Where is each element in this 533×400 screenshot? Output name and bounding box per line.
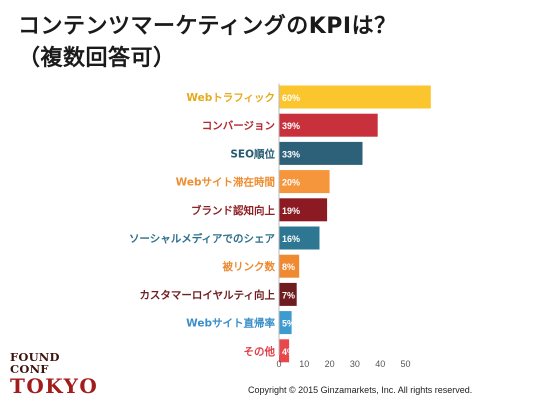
chart-subtitle: （複数回答可） [18,46,176,71]
x-tick-label: 20 [325,359,335,369]
category-label: ブランド認知向上 [191,204,275,217]
bar-value-label: 5% [282,319,295,329]
category-label: Webサイト直帰率 [186,317,275,330]
category-label: ソーシャルメディアでのシェア [129,232,276,245]
bar-value-label: 7% [282,290,295,300]
bar-value-label: 19% [282,206,300,216]
bar-value-label: 39% [282,121,300,131]
category-label: Webトラフィック [186,92,275,104]
copyright-text: Copyright © 2015 Ginzamarkets, Inc. All … [248,385,473,395]
logo-line-1: FOUND CONF [10,350,60,376]
bar-4 [279,170,330,194]
chart-title: コンテンツマーケティングのKPIは？ [18,14,397,39]
bar-6 [279,226,320,250]
bar-value-label: 4% [282,347,295,357]
category-label: コンバージョン [202,120,275,132]
bars-layer: 60% 39% 33% 20% 19% 16% 8% 7% 5% 4% [279,85,431,363]
x-tick-label: 10 [299,359,309,369]
bar-value-label: 8% [282,262,295,272]
bar-2 [279,113,378,137]
category-label: カスタマーロイヤルティ向上 [139,288,275,301]
x-tick-label: 0 [276,359,281,369]
category-label: 被リンク数 [223,260,276,273]
bar-value-label: 60% [282,93,300,103]
bar-8 [279,282,297,306]
bar-3 [279,141,363,165]
bar-5 [279,198,328,222]
bar-value-label: 20% [282,178,300,188]
bar-9 [279,311,292,335]
bar-value-label: 16% [282,234,300,244]
bar-10 [279,339,290,363]
bar-value-label: 33% [282,149,300,159]
x-tick-label: 30 [350,359,360,369]
x-tick-label: 40 [375,359,385,369]
found-conf-tokyo-logo: FOUND CONF TOKYO [10,350,99,398]
logo-line-2: TOKYO [10,374,99,398]
bar-7 [279,254,300,278]
category-label: Webサイト滞在時間 [176,176,275,189]
x-axis-ticks-layer: 0 10 20 30 40 50 [276,83,411,369]
category-label: SEO順位 [230,147,275,160]
x-tick-label: 50 [400,359,410,369]
category-label: その他 [244,345,276,358]
bar-1 [279,85,431,109]
